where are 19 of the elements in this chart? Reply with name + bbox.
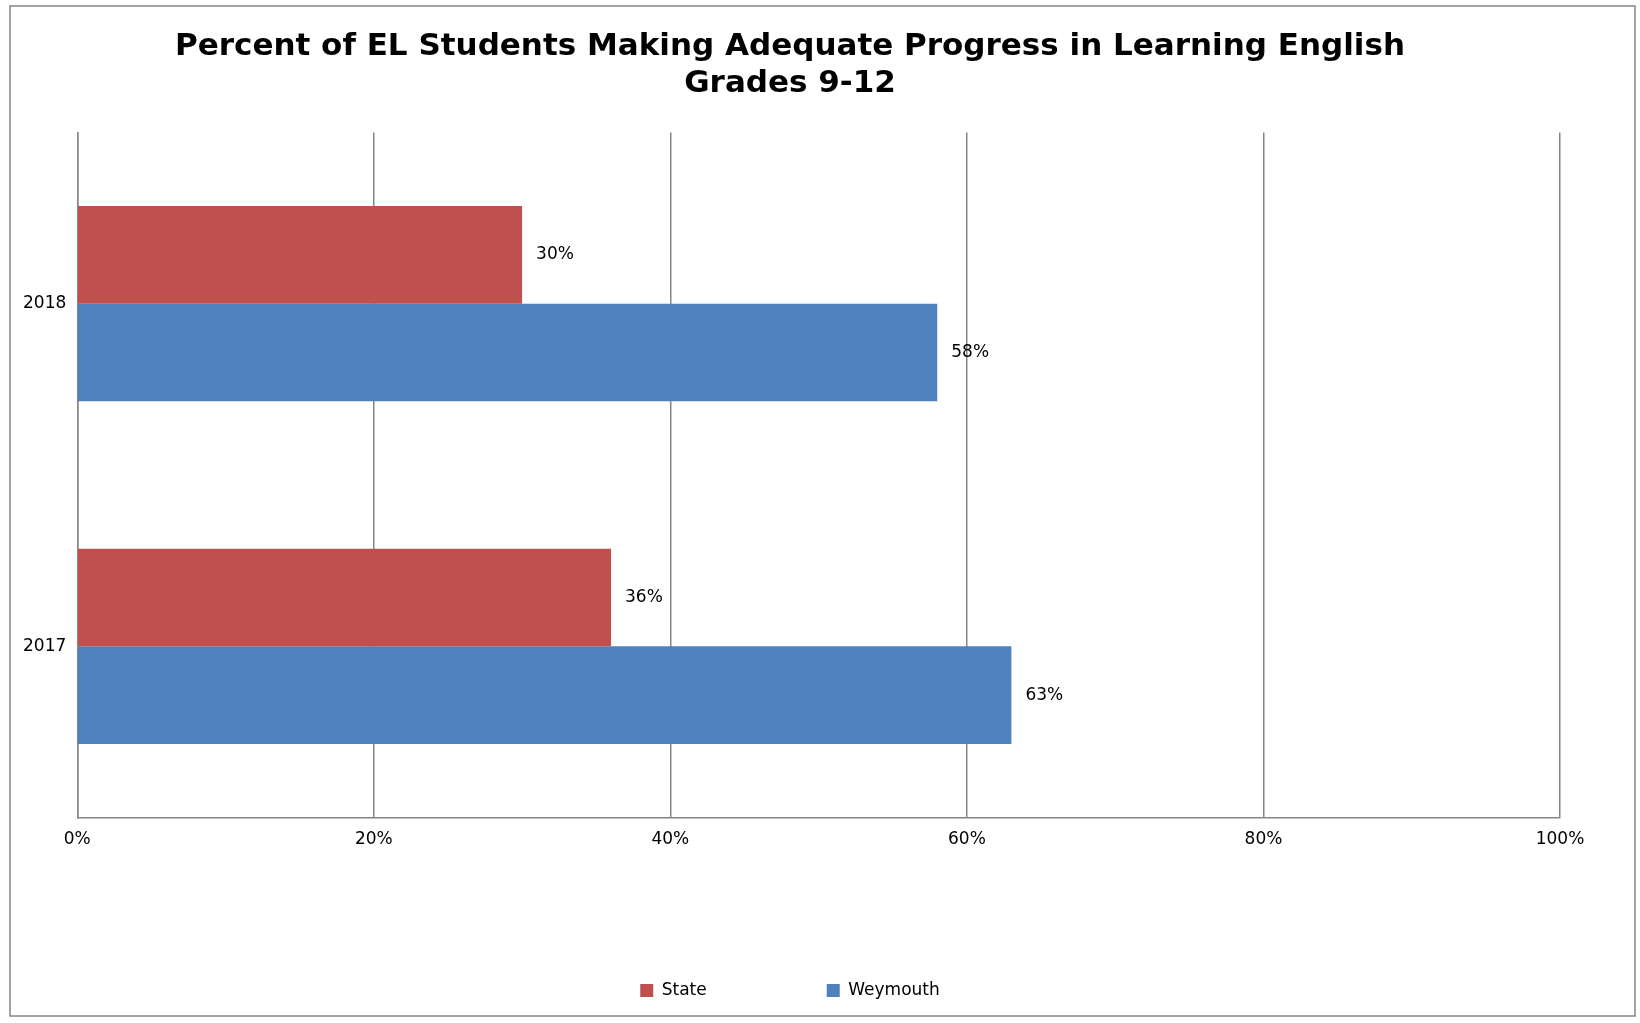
y-tick-label: 2017 bbox=[23, 634, 67, 655]
x-tick-label: 100% bbox=[1535, 828, 1585, 849]
chart-title: Percent of EL Students Making Adequate Progress in Learning English Grades 9-12 bbox=[175, 25, 1405, 99]
legend-label: State bbox=[661, 978, 707, 999]
y-tick-label: 2018 bbox=[23, 292, 67, 313]
data-label: 30% bbox=[536, 243, 574, 264]
data-label: 36% bbox=[625, 585, 663, 606]
bar bbox=[78, 303, 938, 402]
bar bbox=[78, 548, 612, 647]
x-tick-label: 40% bbox=[651, 828, 690, 849]
data-label: 58% bbox=[951, 340, 990, 361]
x-tick-label: 60% bbox=[948, 828, 986, 849]
data-label: 63% bbox=[1025, 683, 1064, 704]
bar bbox=[78, 206, 523, 304]
bar bbox=[78, 646, 1012, 744]
x-tick-label: 80% bbox=[1244, 828, 1283, 849]
x-tick-label: 0% bbox=[63, 828, 91, 849]
legend-label: Weymouth bbox=[848, 978, 940, 999]
x-tick-label: 20% bbox=[354, 828, 393, 849]
